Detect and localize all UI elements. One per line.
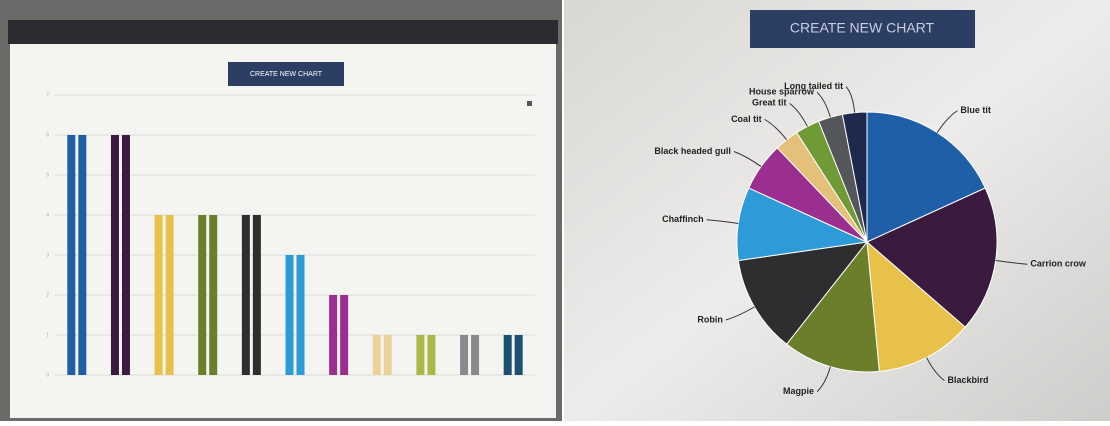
bar xyxy=(373,335,381,375)
bar xyxy=(504,335,512,375)
y-tick-label: 0 xyxy=(46,372,49,378)
bar xyxy=(166,215,174,375)
slice-label: Blackbird xyxy=(947,375,988,385)
y-tick-label: 6 xyxy=(46,132,49,138)
y-tick-label: 4 xyxy=(46,212,49,218)
bar xyxy=(340,295,348,375)
bar xyxy=(78,135,86,375)
bar xyxy=(111,135,119,375)
screenshot: CREATE NEW CHART CREATE NEW CHART 0 1 2 3 4 5… xyxy=(0,0,1110,421)
bar xyxy=(416,335,424,375)
bar xyxy=(471,335,479,375)
slice-label: Magpie xyxy=(783,386,814,396)
toolbar xyxy=(8,20,558,44)
bar xyxy=(384,335,392,375)
bar xyxy=(297,255,305,375)
y-tick-label: 1 xyxy=(46,332,49,338)
y-tick-label: 3 xyxy=(46,252,49,258)
slice-label: Great tit xyxy=(752,98,787,108)
button-label: CREATE NEW CHART xyxy=(790,20,935,36)
slice-label: Long tailed tit xyxy=(784,81,843,91)
bar xyxy=(155,215,163,375)
bar xyxy=(460,335,468,375)
slice-label: Robin xyxy=(697,314,723,324)
bar xyxy=(242,215,250,375)
bar xyxy=(329,295,337,375)
slice-label: Blue tit xyxy=(960,105,991,115)
bar xyxy=(253,215,261,375)
slice-label: Black headed gull xyxy=(654,146,731,156)
bar xyxy=(515,335,523,375)
menu-icon xyxy=(527,101,532,106)
button-label: CREATE NEW CHART xyxy=(250,71,323,78)
bar xyxy=(67,135,75,375)
bar xyxy=(198,215,206,375)
slice-label: Carrion crow xyxy=(1030,259,1087,269)
bar xyxy=(209,215,217,375)
y-tick-label: 2 xyxy=(46,292,49,298)
bar xyxy=(427,335,435,375)
y-tick-label: 5 xyxy=(46,172,49,178)
slice-label: Chaffinch xyxy=(662,214,704,224)
bar xyxy=(286,255,294,375)
bar xyxy=(122,135,130,375)
slice-label: Coal tit xyxy=(731,114,762,124)
y-tick-label: 7 xyxy=(46,92,49,98)
